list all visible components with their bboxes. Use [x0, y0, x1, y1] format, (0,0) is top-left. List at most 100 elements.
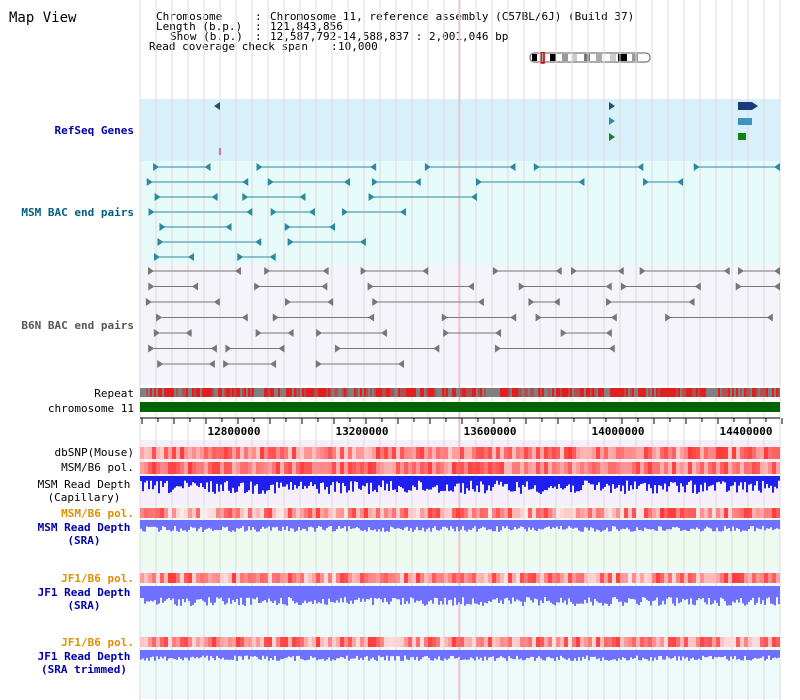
bac-end [188, 253, 195, 261]
depth-bar [746, 586, 748, 605]
heat-cell [528, 447, 532, 459]
repeat-block [144, 388, 146, 397]
heat-cell [476, 462, 480, 474]
depth-bar [488, 650, 490, 658]
heat-cell [372, 462, 376, 474]
depth-bar [264, 586, 266, 601]
heat-cell [624, 447, 628, 459]
repeat-block [742, 388, 744, 397]
depth-bar [460, 520, 462, 530]
depth-bar [408, 520, 410, 531]
depth-bar [612, 520, 614, 527]
heat-cell [192, 573, 196, 583]
repeat-block [444, 388, 446, 397]
repeat-block [480, 388, 482, 397]
depth-bar [384, 650, 386, 661]
depth-bar [176, 650, 178, 660]
depth-bar [628, 586, 630, 599]
repeat-block [574, 388, 576, 397]
depth-bar [220, 476, 222, 485]
depth-bar [430, 586, 432, 601]
bac-end [185, 329, 192, 337]
repeat-block [164, 388, 166, 397]
heat-cell [280, 447, 284, 459]
heat-cell [328, 637, 332, 647]
repeat-block [278, 388, 280, 397]
repeat-block [218, 388, 220, 397]
depth-bar [750, 520, 752, 527]
depth-bar [510, 476, 512, 492]
depth-bar [188, 520, 190, 530]
repeat-block [672, 388, 674, 397]
heat-cell [180, 462, 184, 474]
bac-end [334, 344, 341, 353]
depth-bar [220, 650, 222, 660]
depth-bar [436, 520, 438, 531]
depth-bar [522, 586, 524, 606]
heat-cell [676, 462, 680, 474]
depth-bar [326, 586, 328, 605]
depth-bar [386, 586, 388, 602]
heat-cell [240, 447, 244, 459]
depth-bar [376, 586, 378, 599]
heat-cell [700, 637, 704, 647]
heat-cell [304, 462, 308, 474]
depth-bar [322, 650, 324, 659]
depth-bar [334, 476, 336, 492]
heat-cell [696, 462, 700, 474]
depth-bar [332, 476, 334, 483]
heat-cell [388, 462, 392, 474]
depth-bar [390, 476, 392, 482]
depth-bar [302, 476, 304, 490]
heat-cell [604, 508, 608, 518]
heat-cell [328, 462, 332, 474]
repeat-block [748, 388, 750, 397]
depth-bar [146, 586, 148, 602]
heat-cell [384, 462, 388, 474]
heat-cell [360, 447, 364, 459]
depth-bar [740, 520, 742, 532]
bac-end [316, 329, 323, 337]
repeat-block [286, 388, 288, 397]
depth-bar [368, 586, 370, 600]
depth-bar [152, 586, 154, 602]
repeat-block [242, 388, 244, 397]
depth-bar [754, 476, 756, 486]
heat-cell [556, 637, 560, 647]
bac-end [210, 344, 217, 353]
depth-bar [220, 520, 222, 531]
heat-cell [704, 508, 708, 518]
depth-bar [366, 650, 368, 657]
depth-bar [168, 586, 170, 598]
depth-bar [698, 520, 700, 529]
heat-cell [308, 462, 312, 474]
heat-cell [192, 508, 196, 518]
depth-bar [682, 650, 684, 657]
depth-bar [310, 520, 312, 527]
heat-cell [428, 637, 432, 647]
heat-cell [288, 508, 292, 518]
depth-bar [360, 520, 362, 531]
bac-end [578, 178, 585, 186]
depth-bar [288, 650, 290, 657]
depth-bar [572, 650, 574, 661]
heat-cell [440, 637, 444, 647]
depth-bar [422, 520, 424, 528]
repeat-block [322, 388, 324, 397]
heat-cell [388, 573, 392, 583]
repeat-block [694, 388, 696, 397]
depth-bar [644, 650, 646, 659]
depth-bar [464, 586, 466, 606]
repeat-block [424, 388, 426, 397]
heat-cell [588, 462, 592, 474]
heat-cell [212, 462, 216, 474]
bac-end [665, 313, 672, 322]
bac-end [154, 193, 161, 201]
heat-cell [264, 462, 268, 474]
heat-cell [724, 462, 728, 474]
depth-bar [662, 650, 664, 660]
depth-bar [184, 520, 186, 531]
depth-bar [230, 476, 232, 494]
heat-cell [672, 573, 676, 583]
